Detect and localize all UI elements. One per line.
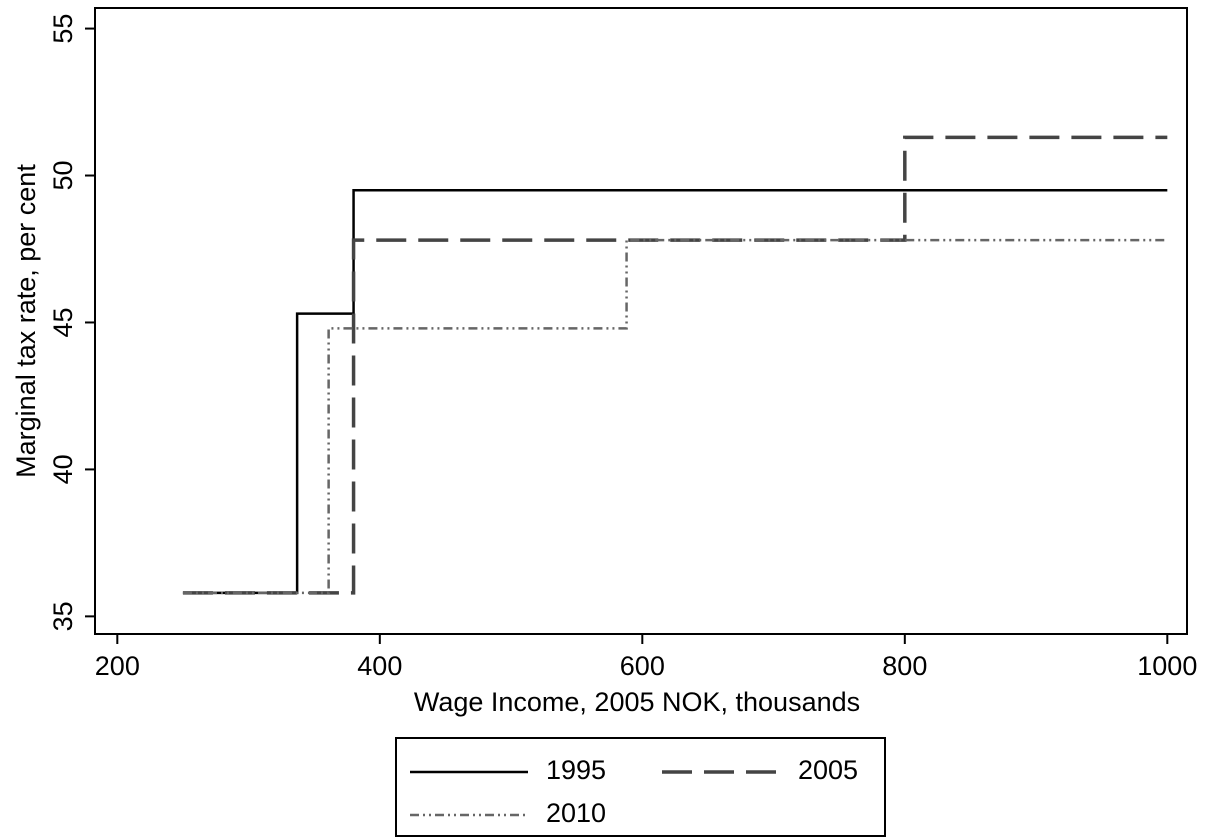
y-tick-label: 35 bbox=[48, 601, 78, 631]
x-tick-label: 400 bbox=[357, 651, 402, 681]
legend-label: 2005 bbox=[798, 755, 858, 785]
y-tick-label: 55 bbox=[48, 14, 78, 44]
y-tick-label: 50 bbox=[48, 160, 78, 190]
series-line bbox=[182, 188, 1168, 595]
x-tick-label: 600 bbox=[620, 651, 665, 681]
series-line bbox=[182, 238, 1168, 595]
y-axis-label: Marginal tax rate, per cent bbox=[11, 164, 41, 478]
legend-box bbox=[395, 737, 886, 837]
series-line bbox=[182, 135, 1168, 595]
legend-label: 2010 bbox=[546, 798, 606, 828]
x-tick-label: 800 bbox=[882, 651, 927, 681]
x-tick-label: 1000 bbox=[1137, 651, 1197, 681]
y-tick-label: 45 bbox=[48, 307, 78, 337]
plot-frame bbox=[94, 7, 1188, 635]
legend-label: 1995 bbox=[546, 755, 606, 785]
x-tick-label: 200 bbox=[95, 651, 140, 681]
y-tick-label: 40 bbox=[48, 454, 78, 484]
x-axis-label: Wage Income, 2005 NOK, thousands bbox=[414, 687, 860, 717]
